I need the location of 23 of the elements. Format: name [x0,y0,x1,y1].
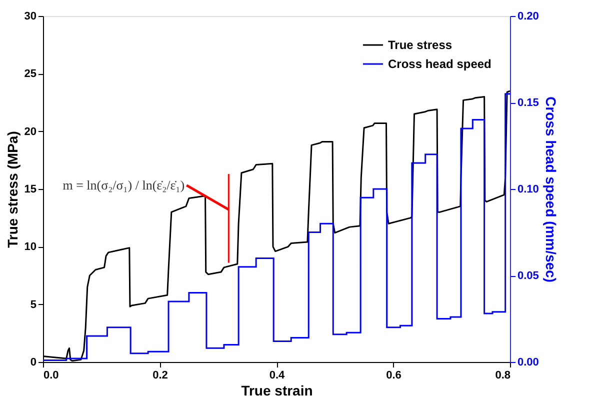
x-tick-label: 0.6 [386,370,402,382]
y2-tick-label: 0.05 [518,270,539,282]
y-tick-label: 0 [30,356,36,368]
x-tick-label: 0.4 [269,370,286,382]
x-tick-label: 0.0 [44,370,59,382]
y-axis-title: True stress (MPa) [4,131,20,248]
y2-axis-title: Cross head speed (mm/sec) [542,96,559,282]
y-tick-label: 20 [24,126,36,138]
y-tick-label: 10 [24,241,36,254]
legend-label: Cross head speed [388,57,492,71]
legend-label: True stress [388,38,452,52]
y-tick-label: 15 [24,184,36,196]
y2-tick-label: 0.10 [518,184,539,196]
y2-tick-label: 0.00 [518,356,539,368]
y2-tick-label: 0.15 [518,97,539,109]
x-axis-title: True strain [241,382,313,398]
y-tick-label: 25 [24,68,36,80]
x-tick-label: 0.8 [495,370,510,382]
y-tick-label: 30 [24,10,36,22]
annotation: m = ln(σ₂/σ₁) / ln(ε̇₂/ε̇₁) [62,177,185,192]
x-tick-label: 0.2 [152,370,168,382]
y-tick-label: 5 [30,298,36,311]
y2-tick-label: 0.20 [518,10,539,22]
